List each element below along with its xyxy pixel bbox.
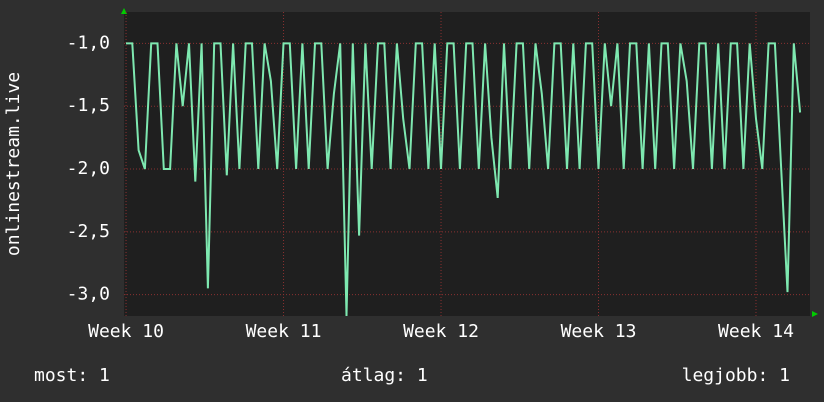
x-tick-label: Week 10	[88, 321, 164, 342]
y-tick-label: -1,0	[67, 32, 110, 53]
x-arrow	[812, 311, 818, 317]
y-tick-label: -1,5	[67, 95, 110, 116]
x-tick-label: Week 13	[561, 321, 637, 342]
y-tick-label: -3,0	[67, 284, 110, 305]
y-tick-label: -2,5	[67, 221, 110, 242]
x-tick-label: Week 14	[718, 321, 794, 342]
stat-current: most: 1	[34, 365, 110, 386]
stat-max: legjobb: 1	[682, 365, 790, 386]
y-tick-label: -2,0	[67, 158, 110, 179]
stat-average: átlag: 1	[341, 365, 428, 386]
y-arrow	[121, 8, 127, 14]
series-line	[126, 42, 802, 317]
x-tick-label: Week 11	[246, 321, 322, 342]
y-axis-label: onlinestream.live	[3, 72, 24, 256]
x-tick-label: Week 12	[403, 321, 479, 342]
